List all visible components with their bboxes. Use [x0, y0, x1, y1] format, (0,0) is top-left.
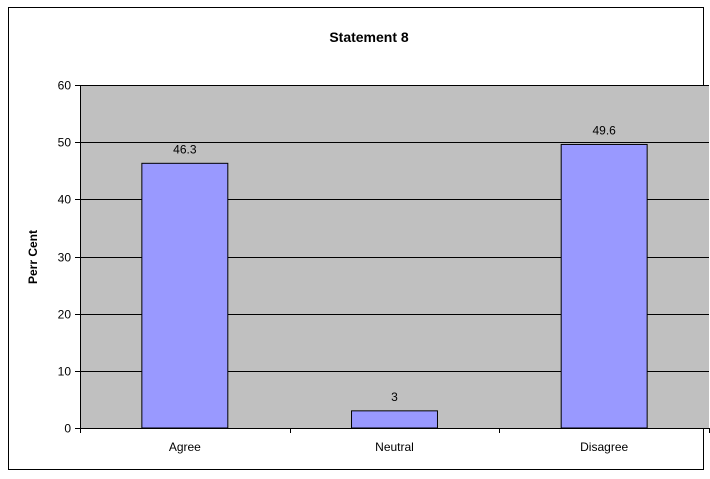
- y-axis-label: Perr Cent: [26, 230, 40, 284]
- y-tick-label: 30: [58, 251, 72, 265]
- data-label: 3: [391, 390, 398, 404]
- bar-neutral: [351, 410, 438, 429]
- plot-area: 0 10 20 30 40 50 60 46.3 Agree 3 Neutral 49.6 Disagr…: [58, 79, 710, 454]
- chart-title: Statement 8: [329, 29, 409, 45]
- x-tick-label: Agree: [169, 440, 201, 454]
- x-tick-label: Neutral: [375, 440, 414, 454]
- bar-agree: [141, 162, 229, 429]
- y-tick-label: 0: [64, 422, 71, 436]
- data-label: 49.6: [592, 123, 616, 137]
- y-tick-label: 40: [58, 193, 72, 207]
- y-tick-label: 50: [58, 136, 72, 150]
- bar-disagree: [560, 143, 648, 429]
- x-tick-label: Disagree: [580, 440, 628, 454]
- y-tick-label: 10: [58, 365, 72, 379]
- y-tick-label: 60: [58, 79, 72, 93]
- y-tick-label: 20: [58, 308, 72, 322]
- data-label: 46.3: [173, 142, 197, 156]
